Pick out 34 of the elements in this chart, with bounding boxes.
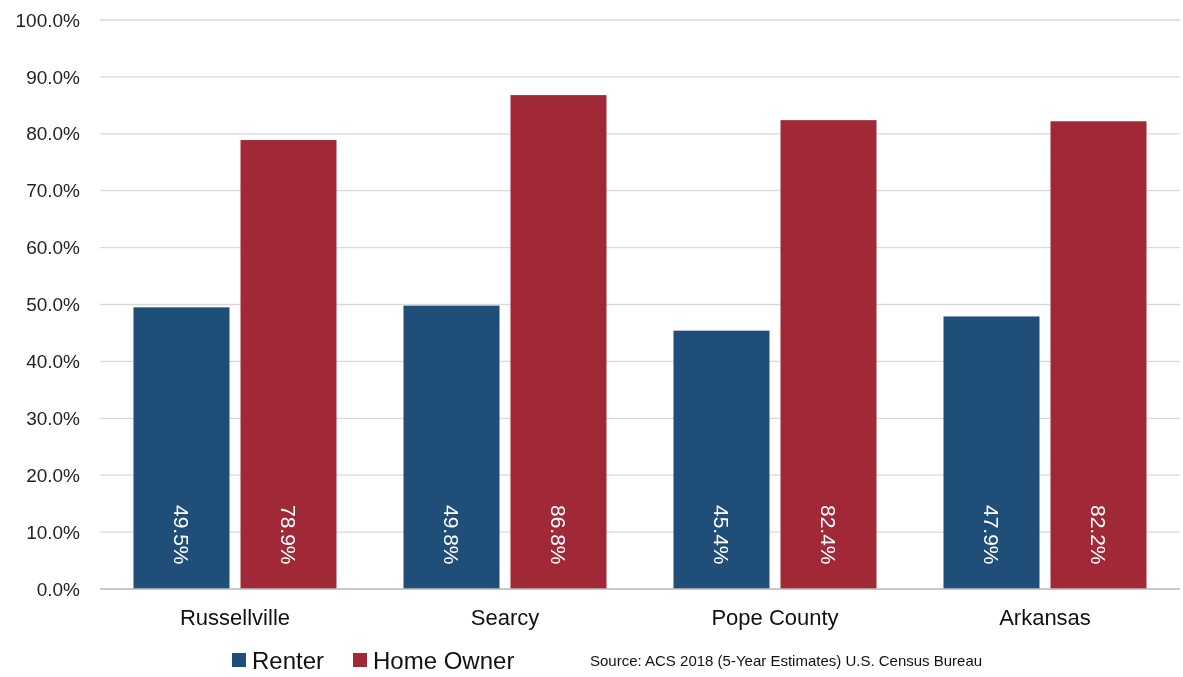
- data-label: 86.8%: [547, 505, 571, 565]
- bar: [673, 330, 770, 589]
- y-tick-label: 70.0%: [26, 180, 81, 202]
- data-label: 49.5%: [170, 505, 194, 565]
- x-tick-label: Russellville: [179, 605, 291, 630]
- y-tick-label: 60.0%: [26, 237, 81, 259]
- data-label: 82.4%: [817, 505, 841, 565]
- bar: [133, 307, 230, 589]
- y-tick-label: 0.0%: [36, 578, 81, 600]
- y-tick-label: 80.0%: [26, 123, 81, 145]
- data-label: 82.2%: [1087, 505, 1111, 565]
- bar: [510, 95, 607, 589]
- y-tick-label: 10.0%: [26, 521, 81, 543]
- bar: [943, 316, 1040, 589]
- y-tick-label: 50.0%: [26, 294, 81, 316]
- data-label: 47.9%: [980, 505, 1004, 565]
- y-tick-label: 20.0%: [26, 464, 81, 486]
- bar: [403, 305, 500, 589]
- source-note: Source: ACS 2018 (5-Year Estimates) U.S. Census Bureau: [590, 652, 983, 670]
- data-label: 78.9%: [277, 505, 301, 565]
- bar: [780, 120, 877, 589]
- y-tick-label: 90.0%: [26, 66, 81, 88]
- x-tick-label: Searcy: [470, 605, 540, 630]
- legend-label: Renter: [252, 647, 325, 675]
- bar: [1050, 121, 1147, 589]
- y-tick-label: 100.0%: [15, 9, 81, 31]
- bar: [240, 140, 337, 589]
- y-tick-label: 40.0%: [26, 351, 81, 373]
- x-tick-label: Pope County: [711, 605, 839, 630]
- x-tick-label: Arkansas: [999, 605, 1091, 630]
- data-label: 49.8%: [440, 505, 464, 565]
- y-tick-label: 30.0%: [26, 407, 81, 429]
- data-label: 45.4%: [710, 505, 734, 565]
- legend-label: Home Owner: [373, 647, 515, 675]
